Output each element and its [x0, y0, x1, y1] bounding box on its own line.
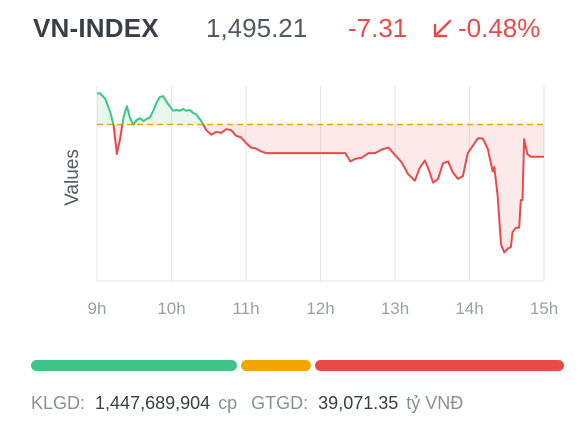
intraday-chart: 9h 10h 11h 12h 13h 14h 15h Values — [62, 86, 558, 318]
value-label: GTGD: — [251, 393, 309, 413]
area-above-reference — [97, 93, 544, 125]
volume-label: KLGD: — [31, 393, 86, 413]
index-value: 1,495.21 — [206, 13, 308, 43]
x-tick-label: 14h — [455, 299, 483, 318]
volume-value: 1,447,689,904 — [95, 393, 211, 413]
x-tick-label: 11h — [232, 299, 259, 318]
unchanged-bar — [240, 360, 312, 371]
market-breadth-bar — [31, 360, 564, 371]
value-unit: tỷ VNĐ — [406, 393, 464, 413]
series-line-up — [97, 92, 205, 125]
x-tick-label: 13h — [381, 299, 409, 318]
index-header: VN-INDEX 1,495.21 -7.31 -0.48% — [33, 10, 573, 50]
y-axis-label: Values — [62, 149, 83, 206]
index-percent: -0.48% — [458, 13, 541, 43]
advancers-bar — [31, 360, 237, 371]
x-tick-label: 10h — [157, 299, 185, 318]
trading-summary: KLGD: 1,447,689,904 cp GTGD: 39,071.35 tỷ VNĐ — [31, 393, 477, 414]
x-tick-label: 15h — [530, 299, 558, 318]
arrow-down-left-icon — [433, 19, 452, 38]
series-line-down — [112, 124, 544, 254]
decliners-bar — [315, 360, 564, 371]
x-tick-label: 12h — [306, 299, 334, 318]
volume-unit: cp — [218, 393, 238, 413]
index-change: -7.31 — [348, 13, 408, 43]
value-amount: 39,071.35 — [318, 393, 399, 413]
x-tick-label: 9h — [88, 299, 107, 318]
area-below-reference — [113, 124, 544, 253]
index-name: VN-INDEX — [33, 13, 159, 43]
